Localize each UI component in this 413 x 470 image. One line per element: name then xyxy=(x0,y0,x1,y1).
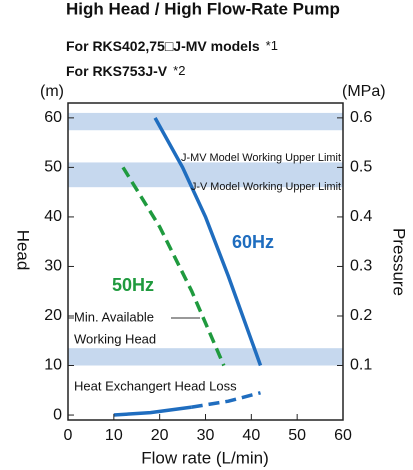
y2-tick-label: 0.6 xyxy=(350,109,372,126)
series-line xyxy=(121,166,226,367)
x-tick-label: 50 xyxy=(288,427,306,444)
y-tick-label: 0 xyxy=(53,406,62,423)
chart-title: High Head / High Flow-Rate Pump xyxy=(66,0,340,18)
annotation: Working Head xyxy=(74,331,156,346)
y2-tick-label: 0.1 xyxy=(350,357,372,374)
subtitle: For RKS402,75□J-MV models *1 xyxy=(66,38,278,54)
subtitle: For RKS402,75□J-MV models xyxy=(66,38,260,54)
legend-label: 50Hz xyxy=(112,275,154,295)
x-tick-label: 10 xyxy=(105,427,123,444)
y2-tick-label: 0.3 xyxy=(350,258,372,275)
note: *1 xyxy=(266,38,278,53)
note: *2 xyxy=(173,63,185,78)
x-tick-label: 60 xyxy=(334,427,352,444)
y2-tick-label: 0.5 xyxy=(350,159,372,176)
x-axis-label: Flow rate (L/min) xyxy=(141,448,269,467)
y2-axis-label: Pressure xyxy=(390,228,409,296)
x-tick-label: 40 xyxy=(242,427,260,444)
y-axis-label: Head xyxy=(14,230,33,271)
limit-band xyxy=(68,162,343,188)
y-tick-label: 20 xyxy=(44,307,62,324)
y-unit: (m) xyxy=(40,83,64,100)
x-tick-label: 0 xyxy=(64,427,73,444)
y-tick-label: 50 xyxy=(44,159,62,176)
annotation: J-MV Model Working Upper Limit xyxy=(181,152,341,164)
y-tick-label: 10 xyxy=(44,357,62,374)
series-line xyxy=(113,405,192,417)
subtitle: For RKS753J-V *2 xyxy=(66,63,185,79)
plot-area xyxy=(68,112,343,417)
y-tick-label: 40 xyxy=(44,208,62,225)
y2-tick-label: 0.2 xyxy=(350,307,372,324)
annotation: Min. Available xyxy=(74,309,154,324)
x-tick-label: 20 xyxy=(151,427,169,444)
plot-border xyxy=(67,102,344,421)
y2-tick-label: 0.4 xyxy=(350,208,372,225)
series-line xyxy=(153,117,263,367)
annotation: J-V Model Working Upper Limit xyxy=(191,181,341,193)
y-tick-label: 30 xyxy=(44,258,62,275)
y-tick-label: 60 xyxy=(44,109,62,126)
legend-label: 60Hz xyxy=(232,232,274,252)
limit-band xyxy=(68,348,343,366)
annotation: Heat Exchangert Head Loss xyxy=(74,378,237,393)
x-tick-label: 30 xyxy=(197,427,215,444)
subtitle: For RKS753J-V xyxy=(66,63,168,79)
y2-unit: (MPa) xyxy=(342,83,386,100)
series-line xyxy=(191,391,261,409)
limit-band xyxy=(68,112,343,131)
